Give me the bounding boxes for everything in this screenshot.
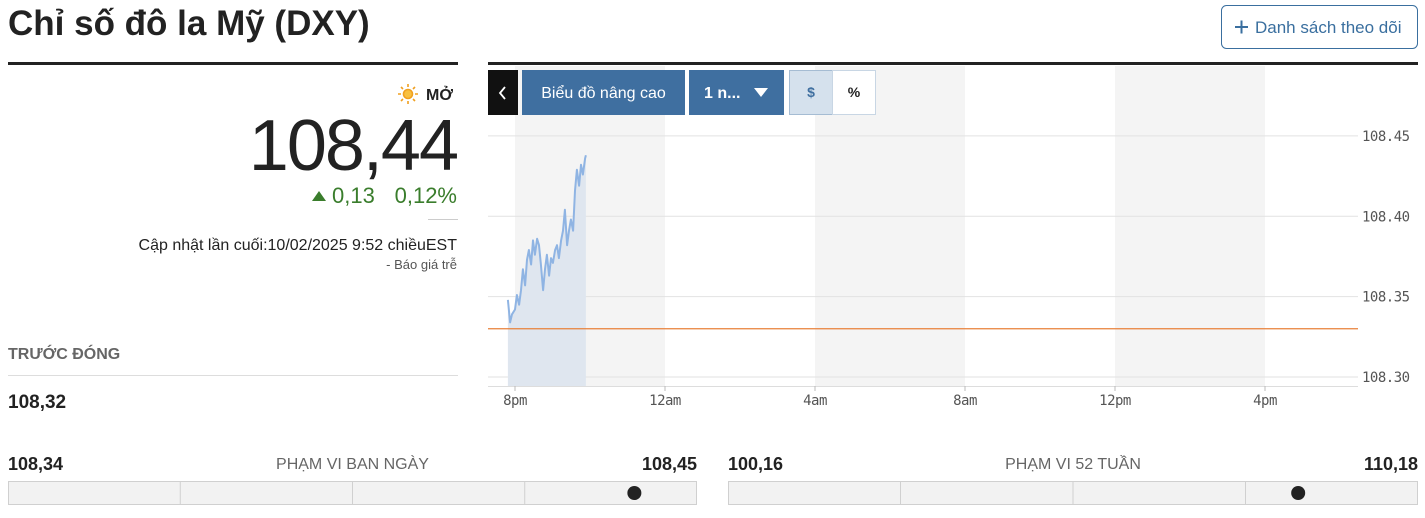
currency-label[interactable]: $ bbox=[807, 84, 815, 100]
x-tick-label: 4am bbox=[803, 393, 827, 409]
watchlist-button[interactable]: Danh sách theo dõi bbox=[1221, 5, 1418, 49]
divider bbox=[488, 62, 1418, 65]
price: 108,44 bbox=[249, 106, 457, 186]
currency-box[interactable] bbox=[789, 70, 833, 115]
percent-label[interactable]: % bbox=[848, 84, 861, 100]
y-tick-label: 108.45 bbox=[1362, 129, 1410, 145]
y-tick-label: 108.40 bbox=[1362, 209, 1410, 225]
x-tick-label: 8pm bbox=[503, 393, 527, 409]
period-button[interactable]: 1 n... bbox=[689, 70, 784, 115]
change: 0,13 bbox=[332, 183, 375, 208]
delay-note: - Báo giá trễ bbox=[386, 257, 457, 272]
previous-close-label: TRƯỚC ĐÓNG bbox=[8, 344, 120, 363]
watchlist-label[interactable]: Danh sách theo dõi bbox=[1255, 18, 1402, 37]
range-low: 108,34 bbox=[8, 454, 63, 474]
range-label: PHẠM VI 52 TUẦN bbox=[1005, 454, 1141, 473]
divider bbox=[8, 62, 458, 65]
session-band bbox=[815, 66, 965, 386]
y-tick-label: 108.35 bbox=[1362, 290, 1410, 306]
page-title: Chỉ số đô la Mỹ (DXY) bbox=[8, 4, 370, 43]
period-box[interactable] bbox=[689, 70, 784, 115]
back-button-box[interactable] bbox=[488, 70, 518, 115]
dropdown-icon[interactable] bbox=[754, 88, 768, 97]
ranges: 108,34 PHẠM VI BAN NGÀY 108,45 100,16 PHẠM V… bbox=[8, 454, 1418, 505]
x-tick-label: 4pm bbox=[1253, 393, 1277, 409]
period-label[interactable]: 1 n... bbox=[704, 85, 740, 102]
watchlist-button-box[interactable] bbox=[1221, 5, 1418, 49]
advanced-chart-box[interactable] bbox=[522, 70, 685, 115]
plus-icon[interactable] bbox=[1235, 20, 1248, 34]
percent-box[interactable] bbox=[832, 70, 876, 115]
sun-icon bbox=[398, 84, 418, 104]
percent-toggle[interactable]: % bbox=[832, 70, 876, 115]
advanced-chart-button[interactable]: Biểu đồ nâng cao bbox=[522, 70, 685, 115]
change-percent: 0,12% bbox=[395, 183, 457, 208]
range-marker bbox=[1291, 486, 1306, 500]
advanced-chart-label[interactable]: Biểu đồ nâng cao bbox=[541, 84, 666, 102]
y-tick-label: 108.30 bbox=[1362, 370, 1410, 386]
up-arrow bbox=[312, 191, 326, 201]
x-tick-label: 8am bbox=[953, 393, 977, 409]
x-tick-label: 12am bbox=[649, 393, 681, 409]
chevron-icon[interactable] bbox=[498, 86, 506, 100]
back-button[interactable] bbox=[488, 70, 518, 115]
previous-close: 108,32 bbox=[8, 392, 66, 413]
range-high: 110,18 bbox=[1364, 454, 1418, 474]
chart: 108.30 108.35 108.40 108.45 8pm 12am 4am 8am 12p… bbox=[488, 66, 1410, 409]
range-label: PHẠM VI BAN NGÀY bbox=[276, 454, 429, 473]
range-low: 100,16 bbox=[728, 454, 783, 474]
last-updated: Cập nhật lần cuối:10/02/2025 9:52 chiềuE… bbox=[139, 237, 458, 254]
currency-toggle[interactable]: $ bbox=[789, 70, 833, 115]
range-marker bbox=[627, 486, 642, 500]
range-high: 108,45 bbox=[642, 454, 697, 474]
session-band bbox=[1115, 66, 1265, 386]
market-status: MỞ bbox=[426, 85, 453, 104]
price-line bbox=[506, 154, 587, 324]
x-tick-label: 12pm bbox=[1099, 393, 1131, 409]
